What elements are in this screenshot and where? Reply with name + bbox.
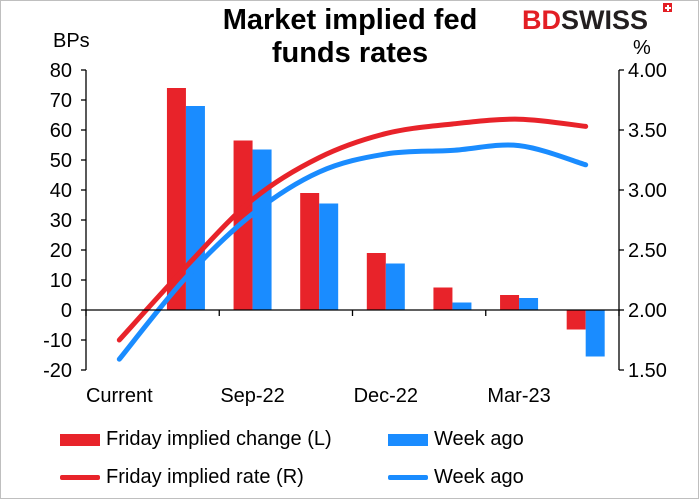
legend-item-friday-change: Friday implied change (L): [60, 428, 332, 451]
right-tick-label-3.00: 3.00: [628, 180, 667, 202]
bar-friday-change-3: [300, 193, 320, 310]
bar-friday-change-7: [566, 310, 586, 330]
x-tick-label-0: Current: [86, 385, 153, 407]
left-tick-label-80: 80: [50, 60, 72, 82]
bar-week-ago-5: [452, 302, 472, 310]
chart-title: Market implied fed funds rates: [150, 4, 550, 70]
legend-item-week-ago-bar: Week ago: [388, 428, 524, 451]
x-tick-label-3: Mar-23: [487, 385, 550, 407]
left-tick-label--10: -10: [43, 330, 72, 352]
left-tick-label-0: 0: [61, 300, 72, 322]
bar-friday-change-2: [233, 140, 253, 310]
x-tick-label-2: Dec-22: [354, 385, 418, 407]
legend-swatch-blue-bar: [388, 433, 428, 446]
left-tick-label-20: 20: [50, 240, 72, 262]
right-tick-label-2.00: 2.00: [628, 300, 667, 322]
legend-swatch-blue-line: [388, 475, 428, 480]
legend-label-week-ago-bar: Week ago: [434, 428, 524, 450]
bar-week-ago-6: [519, 298, 539, 310]
left-tick-label-30: 30: [50, 210, 72, 232]
brand-logo-part-2: SWISS: [561, 5, 649, 35]
bar-friday-change-1: [166, 88, 186, 310]
left-tick-label--20: -20: [43, 360, 72, 382]
left-tick-label-10: 10: [50, 270, 72, 292]
legend-label-week-ago-line: Week ago: [434, 466, 524, 488]
right-tick-label-1.50: 1.50: [628, 360, 667, 382]
bar-week-ago-3: [319, 203, 339, 310]
bar-week-ago-2: [252, 149, 272, 310]
swiss-cross-icon: [663, 3, 672, 12]
brand-logo-part-1: BD: [522, 5, 561, 35]
left-axis-unit: BPs: [53, 30, 90, 52]
line-week-ago-rate: [116, 142, 589, 362]
bar-friday-change-6: [500, 295, 520, 310]
right-tick-label-2.50: 2.50: [628, 240, 667, 262]
chart-title-line-1: Market implied fed: [222, 4, 478, 36]
brand-logo: BDSWISS: [522, 3, 672, 36]
left-tick-label-70: 70: [50, 90, 72, 112]
bar-week-ago-1: [185, 106, 205, 310]
left-tick-label-60: 60: [50, 120, 72, 142]
x-tick-label-1: Sep-22: [220, 385, 285, 407]
legend-item-week-ago-line: Week ago: [388, 466, 524, 489]
chart-title-line-2: funds rates: [271, 37, 429, 69]
legend-swatch-red-line: [60, 475, 100, 480]
left-tick-label-50: 50: [50, 150, 72, 172]
legend-item-friday-rate: Friday implied rate (R): [60, 466, 304, 489]
bar-week-ago-4: [385, 263, 405, 310]
bar-week-ago-7: [585, 310, 605, 357]
legend-swatch-red-bar: [60, 433, 100, 446]
legend-label-friday-change: Friday implied change (L): [106, 428, 332, 450]
line-friday-rate: [116, 116, 589, 343]
legend-label-friday-rate: Friday implied rate (R): [106, 466, 304, 488]
left-tick-label-40: 40: [50, 180, 72, 202]
right-axis-unit: %: [633, 37, 651, 59]
right-tick-label-4.00: 4.00: [628, 60, 667, 82]
bar-friday-change-4: [366, 253, 386, 310]
right-tick-label-3.50: 3.50: [628, 120, 667, 142]
bar-friday-change-5: [433, 287, 453, 310]
